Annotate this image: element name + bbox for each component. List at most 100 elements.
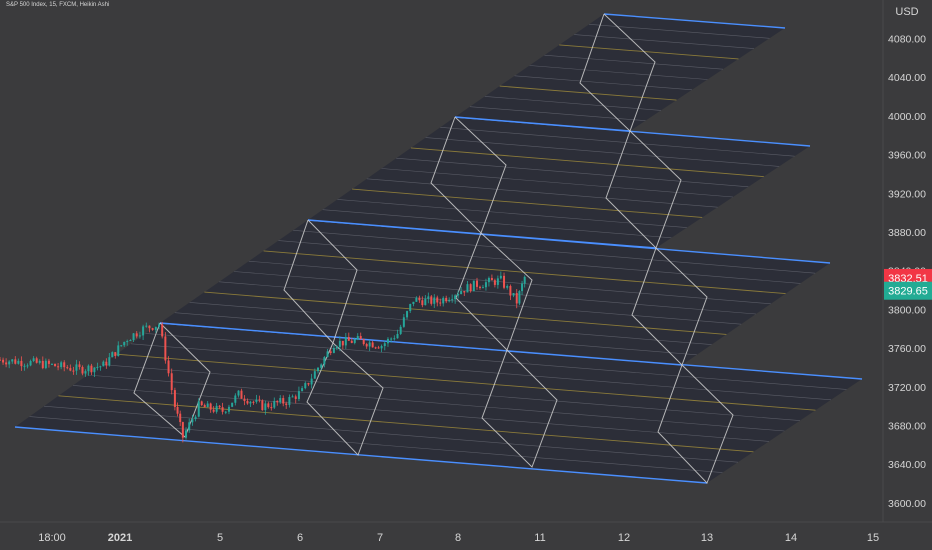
- candle-body[interactable]: [99, 366, 102, 368]
- candle-body[interactable]: [105, 361, 108, 366]
- candle-body[interactable]: [409, 304, 412, 312]
- wave-rhombus[interactable]: [133, 322, 211, 438]
- candle-body[interactable]: [57, 366, 60, 368]
- candle-body[interactable]: [457, 294, 460, 296]
- candle-body[interactable]: [66, 367, 69, 369]
- candle-body[interactable]: [412, 301, 415, 305]
- candle-body[interactable]: [246, 401, 249, 404]
- candle-body[interactable]: [255, 399, 258, 402]
- candle-body[interactable]: [264, 403, 267, 411]
- candle-body[interactable]: [26, 365, 29, 367]
- candle-body[interactable]: [224, 411, 227, 413]
- candle-body[interactable]: [54, 363, 57, 367]
- candle-body[interactable]: [191, 419, 194, 423]
- candle-body[interactable]: [481, 287, 484, 289]
- candle-body[interactable]: [460, 291, 463, 295]
- candle-body[interactable]: [240, 390, 243, 399]
- candle-body[interactable]: [326, 351, 329, 358]
- candle-body[interactable]: [23, 365, 26, 367]
- wave-rhombus[interactable]: [481, 349, 558, 468]
- candle-body[interactable]: [234, 395, 237, 403]
- candle-body[interactable]: [499, 275, 502, 279]
- candle-body[interactable]: [181, 422, 184, 438]
- candle-body[interactable]: [69, 368, 72, 371]
- candle-body[interactable]: [231, 402, 234, 407]
- candle-body[interactable]: [377, 347, 380, 349]
- candle-body[interactable]: [167, 360, 170, 374]
- candle-body[interactable]: [145, 325, 148, 327]
- candle-body[interactable]: [313, 371, 316, 379]
- candle-body[interactable]: [356, 336, 359, 340]
- candle-body[interactable]: [90, 365, 93, 373]
- candle-body[interactable]: [161, 324, 164, 337]
- channel-top-edge[interactable]: [603, 13, 786, 29]
- candle-body[interactable]: [203, 405, 206, 408]
- candle-body[interactable]: [484, 282, 487, 288]
- candle-body[interactable]: [518, 291, 521, 304]
- candle-body[interactable]: [35, 358, 38, 363]
- candle-body[interactable]: [521, 283, 524, 292]
- candle-body[interactable]: [406, 311, 409, 318]
- candle-body[interactable]: [368, 342, 371, 347]
- candle-body[interactable]: [188, 422, 191, 431]
- channel-bottom-edge[interactable]: [454, 116, 631, 132]
- candle-body[interactable]: [212, 409, 215, 412]
- candle-body[interactable]: [227, 406, 230, 412]
- candle-body[interactable]: [87, 365, 90, 372]
- candle-body[interactable]: [243, 398, 246, 402]
- candle-body[interactable]: [341, 340, 344, 346]
- candle-body[interactable]: [60, 362, 63, 368]
- candle-body[interactable]: [14, 359, 17, 364]
- candle-body[interactable]: [215, 405, 218, 412]
- candle-body[interactable]: [509, 286, 512, 296]
- candle-body[interactable]: [347, 337, 350, 341]
- candle-body[interactable]: [427, 296, 430, 299]
- candle-body[interactable]: [523, 276, 526, 284]
- candle-body[interactable]: [291, 396, 294, 398]
- candle-body[interactable]: [200, 401, 203, 406]
- candle-body[interactable]: [476, 280, 478, 287]
- candle-body[interactable]: [261, 400, 264, 411]
- candle-body[interactable]: [371, 342, 374, 348]
- candle-body[interactable]: [445, 297, 448, 302]
- candle-body[interactable]: [344, 337, 347, 346]
- candle-body[interactable]: [332, 348, 335, 353]
- candle-body[interactable]: [496, 278, 499, 285]
- candle-body[interactable]: [117, 345, 120, 357]
- candle-body[interactable]: [63, 362, 66, 368]
- candle-body[interactable]: [478, 286, 481, 288]
- candle-body[interactable]: [72, 370, 75, 372]
- candle-body[interactable]: [20, 360, 23, 367]
- candle-body[interactable]: [38, 360, 41, 363]
- channel-bottom-edge[interactable]: [159, 322, 683, 366]
- candle-body[interactable]: [386, 338, 389, 344]
- candle-body[interactable]: [135, 333, 138, 337]
- candle-body[interactable]: [179, 413, 182, 423]
- candle-body[interactable]: [424, 298, 427, 306]
- candle-body[interactable]: [515, 293, 518, 304]
- candle-body[interactable]: [466, 284, 469, 293]
- candle-body[interactable]: [11, 359, 14, 362]
- candle-body[interactable]: [439, 302, 442, 304]
- candle-body[interactable]: [415, 297, 418, 302]
- candle-body[interactable]: [258, 399, 261, 401]
- candle-body[interactable]: [448, 299, 451, 302]
- candle-body[interactable]: [142, 326, 145, 336]
- candle-body[interactable]: [294, 396, 297, 399]
- candle-body[interactable]: [81, 366, 84, 374]
- candle-body[interactable]: [78, 364, 81, 367]
- candle-body[interactable]: [126, 341, 129, 343]
- candle-body[interactable]: [5, 362, 8, 365]
- candle-body[interactable]: [472, 280, 475, 292]
- candle-body[interactable]: [436, 297, 439, 303]
- candle-body[interactable]: [317, 367, 319, 372]
- candle-body[interactable]: [353, 339, 356, 343]
- candle-body[interactable]: [307, 383, 310, 385]
- candle-body[interactable]: [2, 359, 5, 363]
- channel-bottom-edge[interactable]: [14, 426, 708, 484]
- candle-body[interactable]: [338, 340, 341, 347]
- candle-body[interactable]: [194, 416, 197, 420]
- candle-body[interactable]: [503, 275, 506, 288]
- candle-body[interactable]: [383, 343, 386, 347]
- candle-body[interactable]: [506, 286, 509, 288]
